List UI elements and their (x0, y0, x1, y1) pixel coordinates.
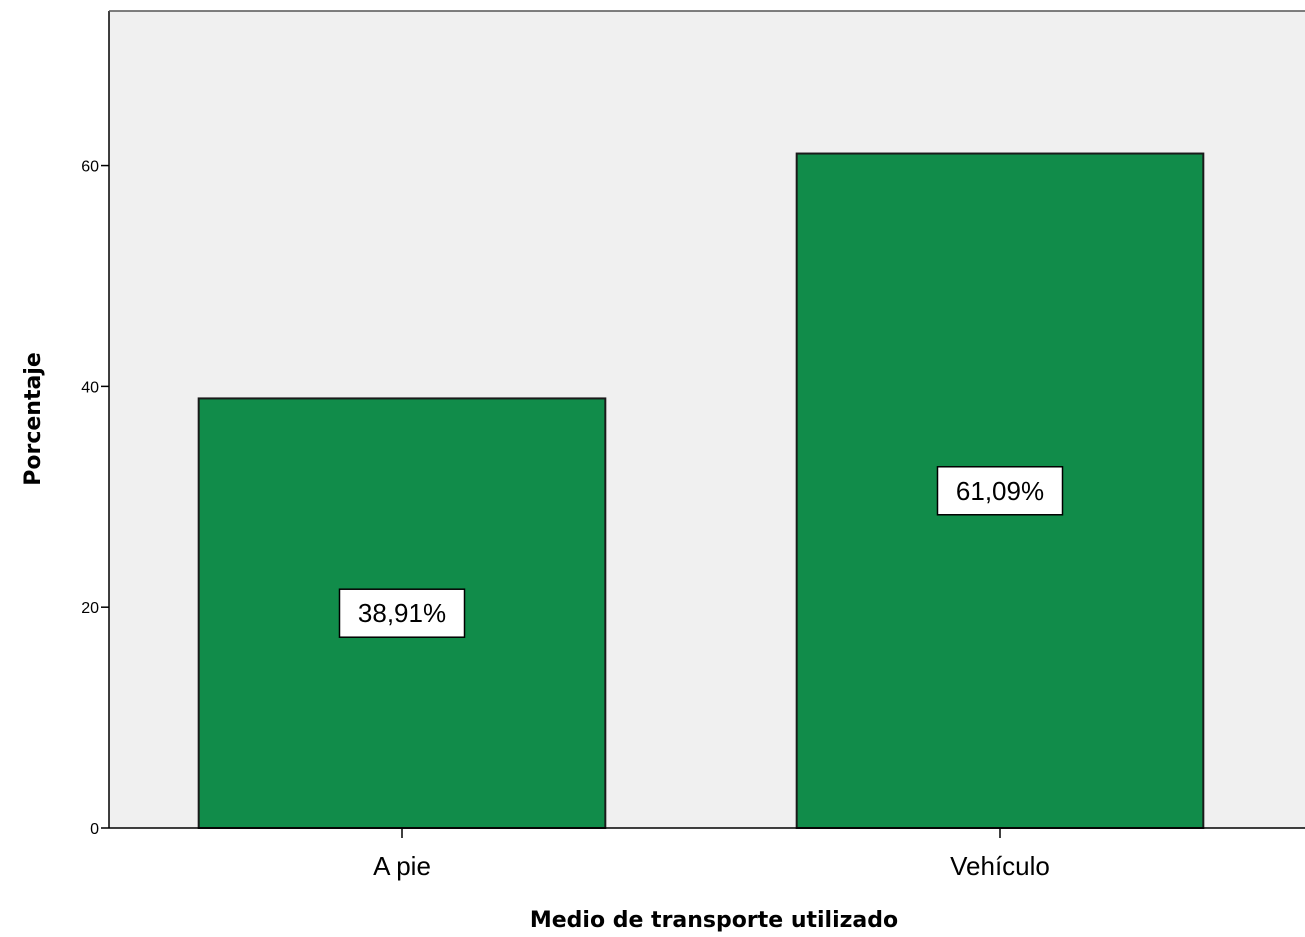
x-tick-label: A pie (373, 851, 431, 881)
y-tick-label: 0 (90, 821, 99, 838)
y-axis-title: Porcentaje (21, 352, 46, 486)
data-label-text: 38,91% (358, 598, 446, 628)
data-label-box (338, 588, 466, 638)
y-ticks: 0 20 40 60 (81, 159, 109, 838)
y-tick-label: 40 (81, 379, 99, 396)
y-tick-label: 60 (81, 159, 99, 176)
data-label: 38,91% (338, 588, 466, 638)
y-tick-label: 20 (81, 600, 99, 617)
x-ticks: A pie Vehículo (373, 828, 1050, 881)
data-label: 61,09% (936, 466, 1064, 516)
data-labels: 38,91% 61,09% (338, 466, 1064, 638)
data-label-text: 61,09% (956, 476, 1044, 506)
x-tick-label: Vehículo (950, 851, 1050, 881)
data-label-box (936, 466, 1064, 516)
x-axis-title: Medio de transporte utilizado (530, 908, 898, 933)
